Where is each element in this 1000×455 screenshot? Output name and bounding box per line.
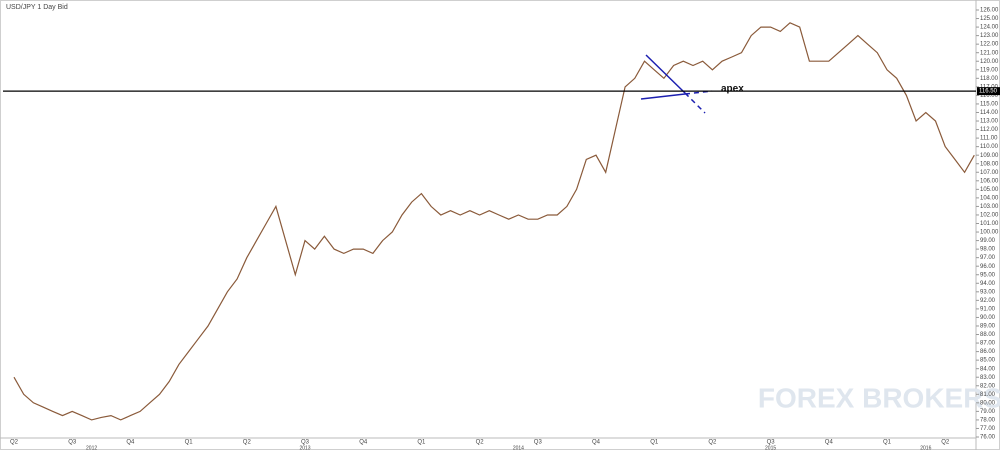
y-tick-label: 77.00	[980, 426, 996, 432]
y-tick-label: 107.00	[980, 170, 999, 176]
price-tag-label: 116.50	[979, 89, 998, 95]
x-tick-label: Q4	[359, 440, 368, 446]
trend-line	[645, 54, 686, 94]
y-tick-label: 87.00	[980, 341, 996, 347]
y-tick-label: 79.00	[980, 409, 996, 415]
y-tick-label: 86.00	[980, 349, 996, 355]
y-tick-label: 94.00	[980, 281, 996, 287]
x-tick-label: Q1	[185, 440, 194, 446]
year-label: 2012	[86, 445, 97, 450]
y-tick-label: 126.00	[980, 8, 999, 14]
year-label: 2014	[513, 445, 524, 450]
y-tick-label: 90.00	[980, 315, 996, 321]
y-tick-label: 88.00	[980, 332, 996, 338]
y-tick-label: 103.00	[980, 204, 999, 210]
y-tick-label: 82.00	[980, 383, 996, 389]
y-tick-label: 81.00	[980, 392, 996, 398]
y-tick-label: 83.00	[980, 375, 996, 381]
y-tick-label: 101.00	[980, 221, 999, 227]
x-tick-label: Q2	[10, 440, 19, 446]
y-tick-label: 109.00	[980, 153, 999, 159]
y-tick-label: 102.00	[980, 213, 999, 219]
x-tick-label: Q1	[417, 440, 426, 446]
x-tick-label: Q2	[243, 440, 252, 446]
y-tick-label: 122.00	[980, 42, 999, 48]
year-label: 2015	[765, 445, 776, 450]
y-tick-label: 111.00	[980, 136, 998, 142]
x-tick-label: Q3	[301, 440, 310, 446]
y-tick-label: 125.00	[980, 16, 999, 22]
price-tag	[977, 87, 1000, 96]
year-label: 2016	[920, 445, 931, 450]
x-tick-label: Q4	[592, 440, 601, 446]
y-tick-label: 113.00	[980, 119, 999, 125]
y-tick-label: 112.00	[980, 127, 999, 133]
x-tick-label: Q4	[126, 440, 135, 446]
x-tick-label: Q1	[883, 440, 892, 446]
y-tick-label: 105.00	[980, 187, 999, 193]
y-tick-label: 119.00	[980, 67, 999, 73]
y-tick-label: 104.00	[980, 195, 999, 201]
x-tick-label: Q2	[941, 440, 950, 446]
y-tick-label: 96.00	[980, 264, 996, 270]
y-tick-label: 123.00	[980, 33, 999, 39]
y-tick-label: 97.00	[980, 255, 996, 261]
y-tick-label: 89.00	[980, 324, 996, 330]
chart-title: USD/JPY 1 Day Bid	[6, 4, 68, 11]
y-tick-label: 84.00	[980, 366, 996, 372]
x-tick-label: Q2	[476, 440, 485, 446]
y-tick-label: 108.00	[980, 161, 999, 167]
x-tick-label: Q3	[534, 440, 543, 446]
x-tick-label: Q1	[650, 440, 659, 446]
y-tick-label: 85.00	[980, 358, 996, 364]
annotation: apex	[721, 84, 744, 95]
y-tick-label: 91.00	[980, 306, 996, 312]
x-tick-label: Q4	[825, 440, 834, 446]
y-tick-label: 78.00	[980, 417, 996, 423]
year-label: 2013	[299, 445, 310, 450]
price-line	[13, 22, 975, 421]
y-tick-label: 116.00	[980, 93, 999, 99]
y-tick-label: 99.00	[980, 238, 996, 244]
y-tick-label: 98.00	[980, 247, 996, 253]
x-tick-label: Q3	[767, 440, 776, 446]
trend-line	[640, 93, 686, 100]
y-tick-label: 92.00	[980, 298, 996, 304]
watermark: FOREX BROKERS	[758, 382, 1000, 413]
y-tick-label: 118.00	[980, 76, 999, 82]
y-tick-label: 121.00	[980, 50, 999, 56]
y-tick-label: 106.00	[980, 178, 999, 184]
y-tick-label: 95.00	[980, 272, 996, 278]
x-tick-label: Q3	[68, 440, 77, 446]
x-tick-label: Q2	[708, 440, 717, 446]
y-tick-label: 100.00	[980, 230, 999, 236]
y-tick-label: 93.00	[980, 289, 996, 295]
y-tick-label: 110.00	[980, 144, 999, 150]
y-tick-label: 124.00	[980, 25, 999, 31]
y-tick-label: 76.00	[980, 435, 996, 441]
y-tick-label: 120.00	[980, 59, 999, 65]
y-tick-label: 80.00	[980, 400, 996, 406]
y-tick-label: 114.00	[980, 110, 999, 116]
y-tick-label: 115.00	[980, 102, 999, 108]
trend-line-extension	[684, 92, 706, 114]
